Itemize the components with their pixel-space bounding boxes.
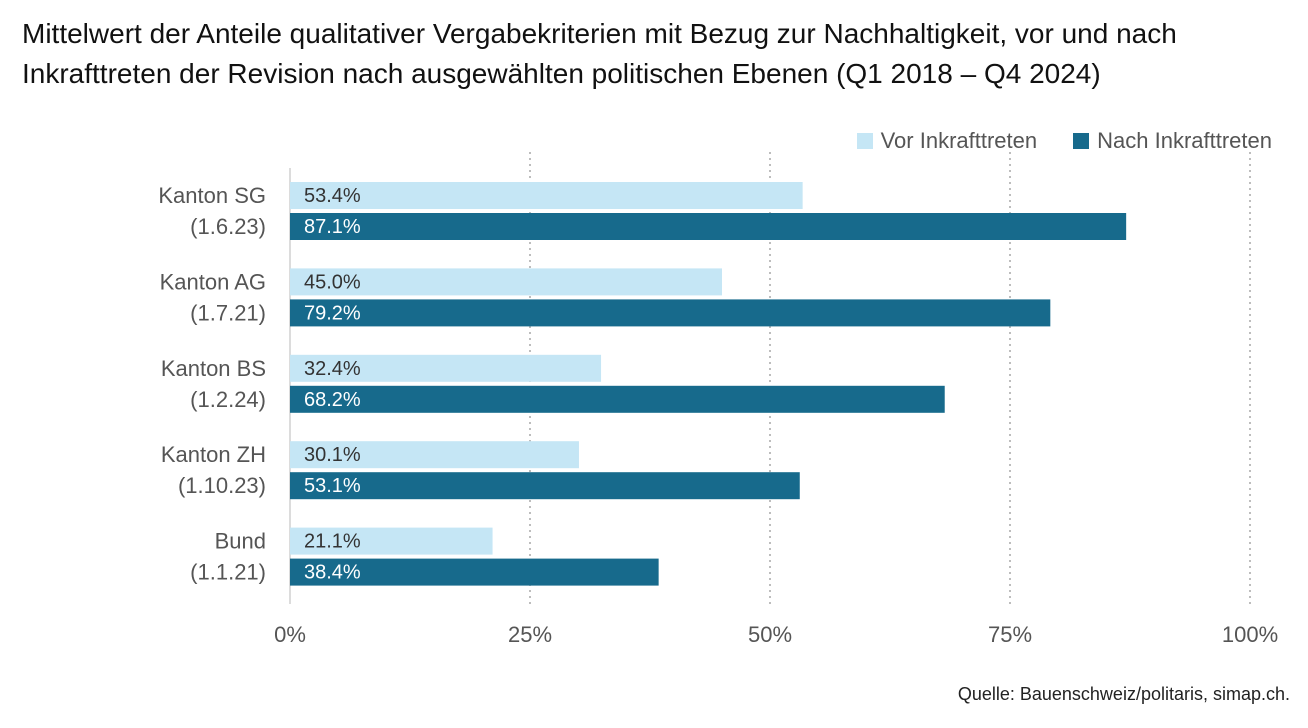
category-sublabel: (1.7.21) bbox=[190, 300, 266, 325]
x-tick-label: 100% bbox=[1222, 622, 1278, 647]
category-label: Kanton ZH bbox=[161, 442, 266, 467]
bar-vor bbox=[290, 441, 579, 469]
category-sublabel: (1.1.21) bbox=[190, 560, 266, 585]
data-label: 32.4% bbox=[304, 358, 361, 380]
data-label: 38.4% bbox=[304, 562, 361, 584]
data-label: 53.1% bbox=[304, 475, 361, 497]
category-label: Bund bbox=[215, 529, 266, 554]
bar-vor bbox=[290, 527, 493, 555]
source-note: Quelle: Bauenschweiz/politaris, simap.ch… bbox=[957, 684, 1290, 704]
bar-nach bbox=[290, 299, 1051, 327]
x-tick-label: 50% bbox=[748, 622, 792, 647]
data-label: 21.1% bbox=[304, 531, 361, 553]
data-label: 45.0% bbox=[304, 271, 361, 293]
title-line-2: Inkrafttreten der Revision nach ausgewäh… bbox=[22, 58, 1101, 89]
bar-nach bbox=[290, 472, 800, 500]
data-label: 53.4% bbox=[304, 185, 361, 207]
chart-title: Mittelwert der Anteile qualitativer Verg… bbox=[22, 14, 1292, 94]
bar-vor bbox=[290, 182, 803, 209]
legend-item-vor: Vor Inkrafttreten bbox=[856, 128, 1038, 154]
bar-nach bbox=[290, 558, 659, 586]
x-tick-label: 25% bbox=[508, 622, 552, 647]
legend-label-vor: Vor Inkrafttreten bbox=[880, 128, 1038, 153]
data-label: 87.1% bbox=[304, 216, 361, 238]
category-label: Kanton BS bbox=[161, 356, 266, 381]
category-label: Kanton SG bbox=[158, 183, 266, 208]
bar-nach bbox=[290, 385, 945, 413]
data-label: 79.2% bbox=[304, 302, 361, 324]
category-sublabel: (1.2.24) bbox=[190, 387, 266, 412]
legend-item-nach: Nach Inkrafttreten bbox=[1073, 128, 1272, 154]
category-sublabel: (1.6.23) bbox=[190, 214, 266, 239]
title-line-1: Mittelwert der Anteile qualitativer Verg… bbox=[22, 18, 1177, 49]
legend-label-nach: Nach Inkrafttreten bbox=[1097, 128, 1272, 153]
category-label: Kanton AG bbox=[160, 269, 266, 294]
category-sublabel: (1.10.23) bbox=[178, 473, 266, 498]
legend: Vor Inkrafttreten Nach Inkrafttreten bbox=[856, 128, 1272, 154]
bar-nach bbox=[290, 213, 1127, 240]
bar-vor bbox=[290, 354, 602, 382]
bar-vor bbox=[290, 268, 722, 296]
x-tick-label: 0% bbox=[274, 622, 306, 647]
data-label: 30.1% bbox=[304, 444, 361, 466]
data-label: 68.2% bbox=[304, 389, 361, 411]
legend-swatch-nach bbox=[1073, 133, 1090, 149]
legend-swatch-vor bbox=[856, 133, 873, 149]
x-tick-label: 75% bbox=[988, 622, 1032, 647]
